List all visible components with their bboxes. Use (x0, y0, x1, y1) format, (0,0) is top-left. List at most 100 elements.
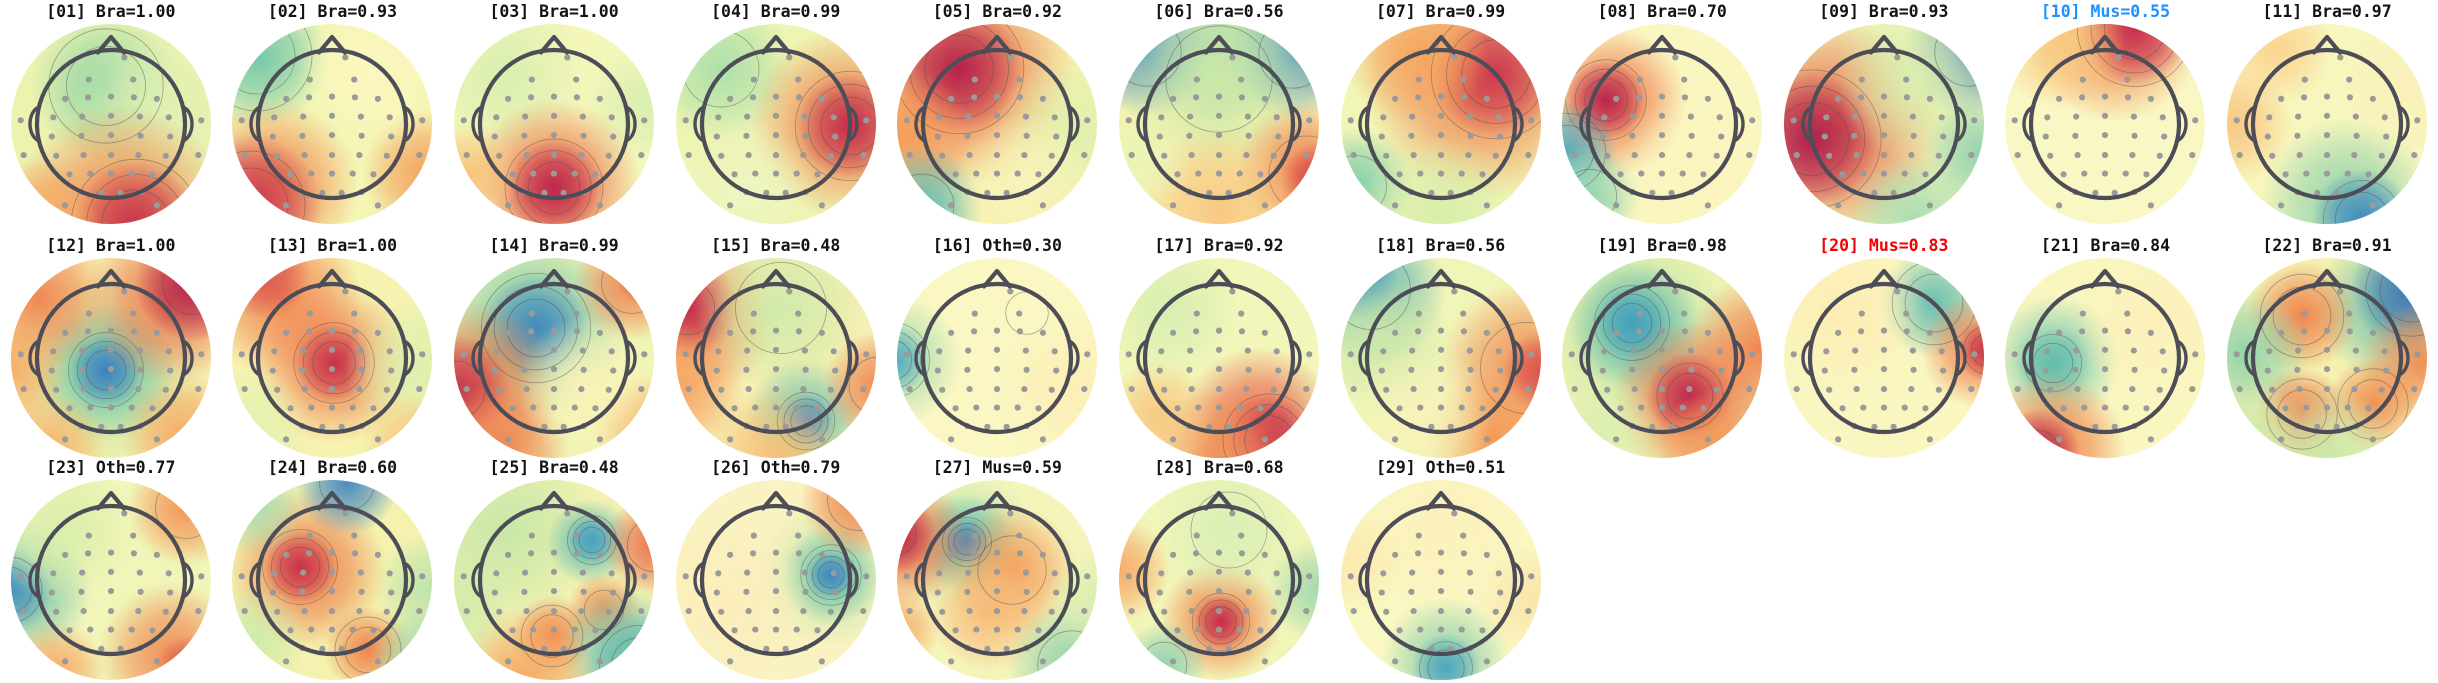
electrode-dot (108, 626, 114, 632)
component-title: [27] Mus=0.59 (933, 458, 1062, 478)
electrode-dot (130, 311, 136, 317)
electrode-dot (1187, 114, 1193, 120)
electrode-dot (49, 367, 55, 373)
electrode-dot (1746, 386, 1752, 392)
electrode-dot (2265, 133, 2271, 139)
electrode-dot (1129, 152, 1135, 158)
electrode-dot (2045, 114, 2051, 120)
electrode-dot (994, 113, 1000, 119)
electrode-dot (329, 588, 335, 594)
electrode-dot (1049, 153, 1055, 159)
electrode-dot (1245, 348, 1251, 354)
electrode-dot (1275, 367, 1281, 373)
electrode-dot (1052, 348, 1058, 354)
electrode-dot (1415, 77, 1421, 83)
electrode-dot (309, 404, 315, 410)
electrode-dot (1417, 170, 1423, 176)
electrode-dot (936, 570, 942, 576)
electrode-dot (1216, 366, 1222, 372)
electrode-dot (2283, 405, 2289, 411)
electrode-dot (493, 114, 499, 120)
electrode-dot (2379, 153, 2385, 159)
electrode-dot (1483, 96, 1489, 102)
electrode-dot (1525, 152, 1531, 158)
electrode-dot (1688, 114, 1694, 120)
electrode-dot (329, 347, 335, 353)
electrode-dot (727, 330, 733, 336)
electrode-dot (1008, 54, 1014, 60)
electrode-dot (1637, 77, 1643, 83)
electrode-dot (1216, 588, 1222, 594)
electrode-dot (2346, 311, 2352, 317)
electrode-dot (1084, 573, 1090, 579)
electrode-dot (994, 152, 1000, 158)
electrode-dot (357, 608, 363, 614)
electrode-dot (417, 152, 423, 158)
electrode-dot (1749, 351, 1755, 357)
electrode-dot (578, 608, 584, 614)
electrode-dot (830, 570, 836, 576)
electrode-dot (78, 367, 84, 373)
electrode-dot (581, 589, 587, 595)
electrode-dot (371, 171, 377, 177)
electrode-dot (1274, 570, 1280, 576)
electrode-dot (1600, 367, 1606, 373)
electrode-dot (1216, 152, 1222, 158)
electrode-dot (1396, 627, 1402, 633)
electrode-dot (2131, 348, 2137, 354)
electrode-dot (461, 351, 467, 357)
electrode-dot (329, 152, 335, 158)
electrode-dot (1245, 367, 1251, 373)
electrode-dot (1682, 328, 1688, 334)
electrode-dot (1409, 348, 1415, 354)
electrode-dot (1126, 351, 1132, 357)
electrode-dot (1396, 171, 1402, 177)
electrode-dot (1659, 366, 1665, 372)
electrode-dot (592, 627, 598, 633)
electrode-dot (1853, 152, 1859, 158)
electrode-dot (1084, 351, 1090, 357)
electrode-dot (1378, 589, 1384, 595)
electrode-dot (86, 77, 92, 83)
electrode-dot (2303, 404, 2309, 410)
electrode-dot (1495, 114, 1501, 120)
electrode-dot (1239, 328, 1245, 334)
electrode-dot (1303, 386, 1309, 392)
electrode-dot (505, 202, 511, 208)
electrode-dot (1237, 170, 1243, 176)
electrode-dot (1239, 550, 1245, 556)
electrode-dot (773, 626, 779, 632)
electrode-dot (128, 626, 134, 632)
topomap-[15] (674, 256, 878, 461)
electrode-dot (1688, 348, 1694, 354)
electrode-dot (1714, 387, 1720, 393)
electrode-dot (1851, 133, 1857, 139)
electrode-dot (1216, 386, 1222, 392)
electrode-dot (108, 588, 114, 594)
electrode-dot (2324, 328, 2330, 334)
electrode-dot (1257, 171, 1263, 177)
electrode-dot (1016, 311, 1022, 317)
electrode-dot (2297, 386, 2303, 392)
electrode-dot (1303, 152, 1309, 158)
electrode-dot (832, 589, 838, 595)
electrode-dot (994, 569, 1000, 575)
electrode-dot (2301, 328, 2307, 334)
electrode-dot (1705, 202, 1711, 208)
electrode-dot (551, 132, 557, 138)
electrode-dot (1467, 589, 1473, 595)
electrode-dot (2324, 94, 2330, 100)
electrode-dot (162, 153, 168, 159)
electrode-dot (1460, 94, 1466, 100)
electrode-dot (1859, 311, 1865, 317)
electrode-dot (2324, 132, 2330, 138)
electrode-dot (1860, 170, 1866, 176)
electrode-dot (1392, 552, 1398, 558)
electrode-dot (641, 117, 647, 123)
electrode-dot (375, 330, 381, 336)
electrode-dot (79, 114, 85, 120)
electrode-dot (638, 152, 644, 158)
electrode-dot (1157, 367, 1163, 373)
electrode-dot (149, 171, 155, 177)
electrode-dot (2383, 133, 2389, 139)
